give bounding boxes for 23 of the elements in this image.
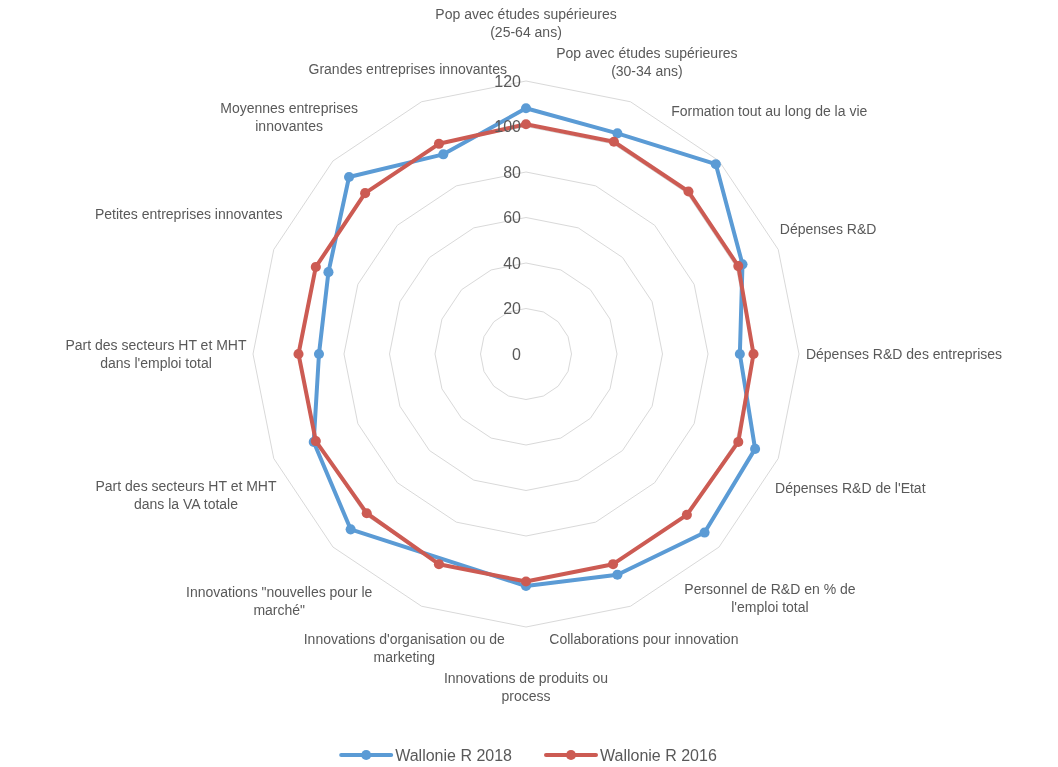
spoke-label: Pop avec études supérieures (30-34 ans) bbox=[556, 45, 738, 80]
y-tick-label: 20 bbox=[503, 300, 522, 317]
spoke-label: Innovations d'organisation ou de marketing bbox=[303, 630, 506, 665]
spoke-label: Collaborations pour innovation bbox=[549, 630, 739, 647]
legend-label: Wallonie R 2018 bbox=[395, 746, 513, 764]
y-tick-label: 80 bbox=[503, 163, 522, 181]
y-tick-label: 40 bbox=[503, 254, 522, 272]
spoke-label: Formation tout au long de la vie bbox=[671, 102, 868, 119]
spoke-label: Pop avec études supérieures (25-64 ans) bbox=[435, 6, 617, 40]
spoke-label: Dépenses R&D de l'Etat bbox=[775, 480, 926, 497]
spoke-label: Part des secteurs HT et MHT dans la VA totale bbox=[95, 477, 277, 512]
spoke-label: Dépenses R&D des entreprises bbox=[805, 346, 1003, 362]
legend-label: Wallonie R 2016 bbox=[600, 746, 717, 764]
spoke-label: Innovations "nouvelles pour le marché" bbox=[186, 583, 373, 618]
y-tick-label: 100 bbox=[494, 118, 522, 135]
spoke-label: Innovations de produits ou process bbox=[443, 670, 609, 704]
spoke-label: Dépenses R&D bbox=[779, 220, 877, 237]
spoke-label: Petites entreprises innovantes bbox=[95, 206, 283, 223]
spoke-label: Part des secteurs HT et MHT dans l'emploi total bbox=[65, 337, 247, 371]
y-tick-label: 0 bbox=[512, 345, 522, 363]
y-tick-label: 60 bbox=[503, 209, 522, 226]
spoke-label: Personnel de R&D en % de l'emploi total bbox=[684, 580, 856, 615]
spoke-label: Moyennes entreprises innovantes bbox=[220, 100, 358, 135]
